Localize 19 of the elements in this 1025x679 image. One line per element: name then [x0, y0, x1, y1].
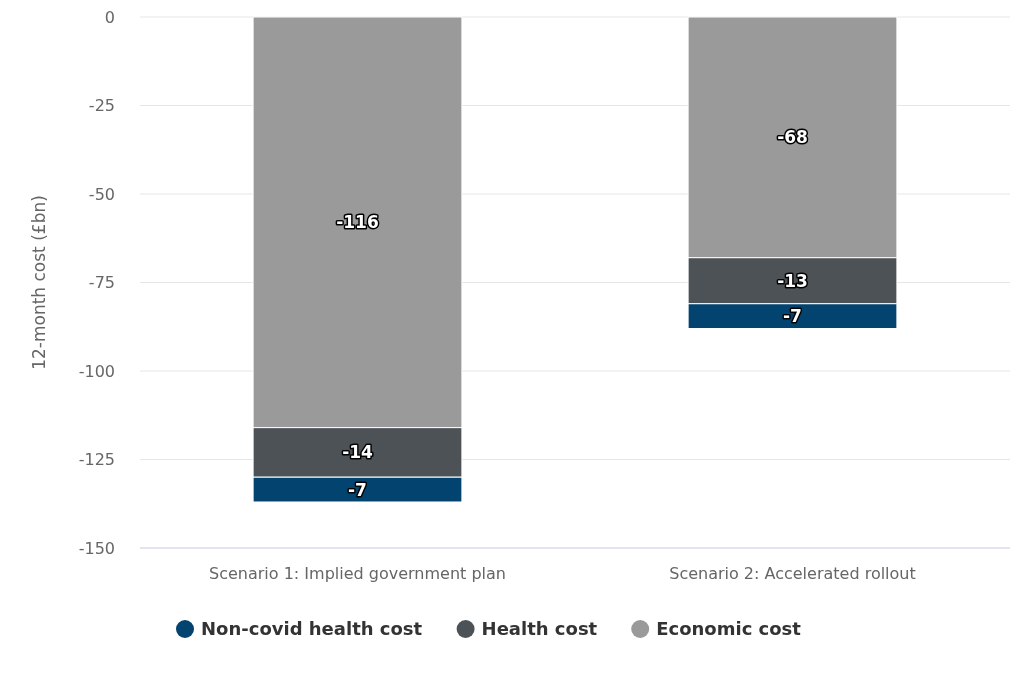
data-label: -7: [783, 306, 802, 327]
y-tick-label: 0: [104, 7, 115, 27]
y-axis-title: 12-month cost (£bn): [29, 195, 49, 370]
data-label: -7: [348, 479, 367, 500]
legend-label: Health cost: [481, 618, 598, 640]
data-label: -116: [336, 212, 379, 233]
y-tick-label: -150: [78, 538, 115, 558]
y-tick-label: -50: [88, 184, 115, 204]
y-tick-label: -75: [88, 273, 115, 293]
x-tick-label: Scenario 2: Accelerated rollout: [669, 564, 916, 583]
legend-label: Economic cost: [656, 618, 802, 640]
legend-label: Non-covid health cost: [201, 618, 423, 640]
y-tick-label: -25: [88, 96, 115, 116]
x-tick-label: Scenario 1: Implied government plan: [209, 564, 506, 583]
y-tick-label: -125: [78, 450, 115, 470]
data-label: -13: [777, 270, 808, 291]
data-label: -68: [777, 127, 808, 148]
data-label: -14: [342, 442, 374, 463]
y-tick-label: -100: [78, 361, 115, 381]
